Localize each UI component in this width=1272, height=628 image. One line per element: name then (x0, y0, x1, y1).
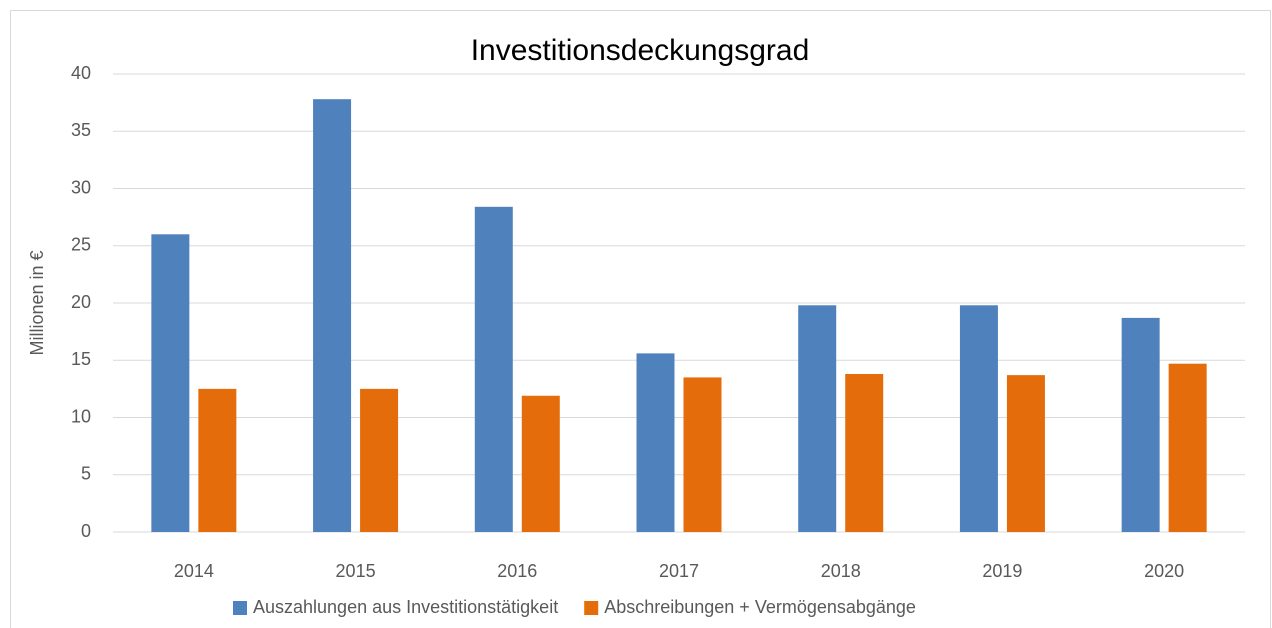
y-tick-label: 15 (71, 349, 91, 369)
bar (474, 206, 513, 532)
bar (521, 395, 560, 532)
chart-border (10, 10, 1271, 628)
legend-swatch (584, 601, 599, 615)
bar (636, 353, 675, 532)
bar (313, 99, 352, 532)
legend-label: Auszahlungen aus Investitionstätigkeit (253, 597, 558, 617)
y-tick-label: 10 (71, 406, 91, 426)
chart-title: Investitionsdeckungsgrad (471, 34, 810, 67)
bar (198, 388, 237, 532)
x-tick-label: 2015 (336, 561, 376, 581)
x-tick-label: 2014 (174, 561, 214, 581)
y-tick-label: 25 (71, 235, 91, 255)
x-tick-label: 2016 (497, 561, 537, 581)
bar (1121, 317, 1160, 532)
bar (683, 377, 722, 532)
y-tick-label: 5 (81, 464, 91, 484)
legend-swatch (233, 601, 247, 615)
y-axis-label: Millionen in € (27, 250, 47, 355)
x-tick-label: 2018 (821, 561, 861, 581)
y-tick-label: 40 (71, 63, 91, 83)
x-tick-label: 2020 (1144, 561, 1184, 581)
bar (798, 305, 837, 532)
y-tick-label: 30 (71, 177, 91, 197)
bar (1168, 363, 1207, 532)
y-tick-label: 0 (81, 521, 91, 541)
x-tick-label: 2017 (659, 561, 699, 581)
y-tick-label: 20 (71, 292, 91, 312)
y-tick-label: 35 (71, 120, 91, 140)
legend-label: Abschreibungen + Vermögensabgänge (604, 597, 916, 617)
bar (360, 388, 399, 532)
bar (1006, 375, 1045, 532)
bar (959, 305, 998, 532)
bar (845, 373, 884, 532)
x-tick-label: 2019 (982, 561, 1022, 581)
bar (151, 234, 190, 533)
